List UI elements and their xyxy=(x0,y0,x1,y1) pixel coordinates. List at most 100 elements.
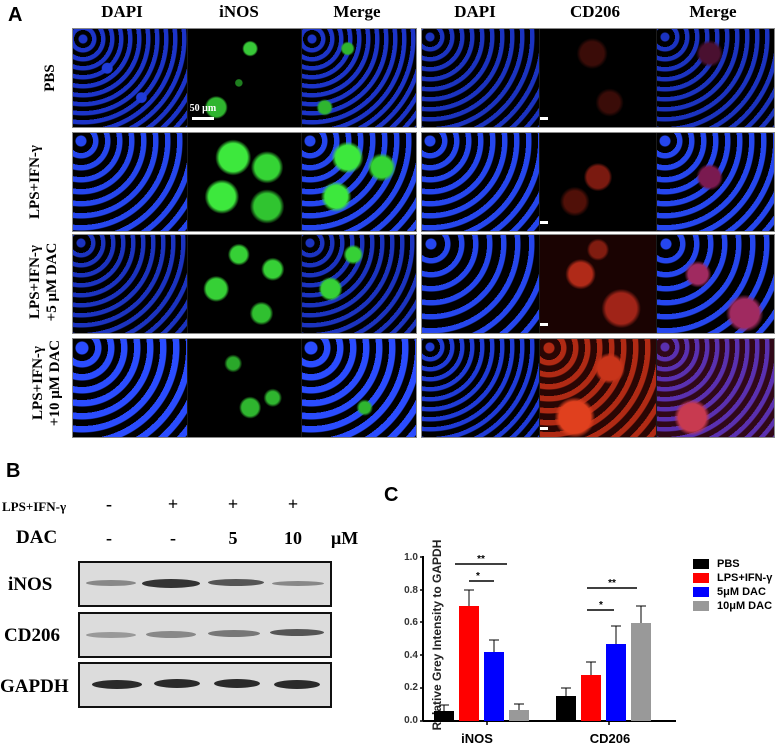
legend-item-lps: LPS+IFN-γ xyxy=(693,571,772,585)
band xyxy=(270,629,324,636)
bar-cd206-pbs xyxy=(556,696,576,721)
svg-text:**: ** xyxy=(477,554,485,565)
blot-label-gapdh: GAPDH xyxy=(0,676,69,697)
scale-bar-label: 50 μm xyxy=(189,103,217,114)
micrograph-strip-lps-inos xyxy=(72,132,417,232)
row-label-line: +5 μM DAC xyxy=(44,242,60,322)
row-label-line: LPS+IFN-γ xyxy=(30,346,46,420)
y-tick-0: 0.0 xyxy=(404,715,418,726)
bar-inos-10dac xyxy=(509,710,529,721)
band xyxy=(154,679,200,688)
bar-cd206-lps xyxy=(581,675,601,721)
svg-text:*: * xyxy=(599,600,603,611)
merge-image xyxy=(657,339,775,437)
row-label-lps-ifn-5dac: LPS+IFN-γ +5 μM DAC xyxy=(27,227,63,337)
y-tick-0-8: 0.8 xyxy=(404,585,418,596)
legend-swatch xyxy=(693,587,709,597)
row-label-line: LPS+IFN-γ xyxy=(27,245,43,319)
western-blot-inos xyxy=(78,561,332,607)
y-tick-1-0: 1.0 xyxy=(404,552,418,563)
dac-unit: μM xyxy=(331,528,359,548)
lane3-lps: + xyxy=(227,494,239,514)
treatment-label-lps: LPS+IFN-γ xyxy=(2,499,67,514)
merge-image xyxy=(302,29,417,127)
inos-image: 50 μm xyxy=(187,29,303,127)
panel-c-letter: C xyxy=(384,484,399,506)
lane4-lps: + xyxy=(287,494,299,514)
micrograph-strip-5dac-cd206 xyxy=(421,234,775,334)
col-header-inos: iNOS xyxy=(219,2,259,21)
x-label-cd206: CD206 xyxy=(589,731,631,746)
svg-text:*: * xyxy=(476,571,480,582)
band xyxy=(86,580,136,586)
scale-bar xyxy=(539,323,548,326)
dapi-image xyxy=(422,235,540,333)
scale-bar xyxy=(191,117,214,120)
row-label-line: LPS+IFN-γ xyxy=(27,145,43,219)
y-tick-0-2: 0.2 xyxy=(404,682,418,693)
bar-inos-pbs xyxy=(434,711,454,721)
row-label-lps-ifn-10dac: LPS+IFN-γ +10 μM DAC xyxy=(30,323,66,443)
merge-image xyxy=(302,235,417,333)
legend-item-pbs: PBS xyxy=(693,557,772,571)
legend-label: 5μM DAC xyxy=(717,586,766,598)
cd206-image xyxy=(539,29,658,127)
legend-swatch xyxy=(693,573,709,583)
dapi-image xyxy=(73,235,188,333)
merge-image xyxy=(302,133,417,231)
col-header-cd206: CD206 xyxy=(569,2,621,21)
western-blot-gapdh xyxy=(78,662,332,708)
lane1-lps: - xyxy=(106,494,112,514)
band xyxy=(208,630,260,637)
lane1-dac: - xyxy=(106,528,112,548)
svg-text:**: ** xyxy=(608,578,616,589)
legend-label: 10μM DAC xyxy=(717,600,773,612)
lane4-dac: 10 xyxy=(284,528,302,548)
legend-item-10dac: 10μM DAC xyxy=(693,599,772,613)
merge-image xyxy=(657,235,775,333)
band xyxy=(142,579,200,588)
blot-label-cd206: CD206 xyxy=(4,625,60,646)
row-label-line: PBS xyxy=(42,64,58,92)
legend-label: LPS+IFN-γ xyxy=(717,572,773,584)
col-header-dapi-right: DAPI xyxy=(454,2,496,21)
band xyxy=(214,679,260,688)
scale-bar xyxy=(539,117,548,120)
merge-image xyxy=(302,339,417,437)
col-header-merge-right: Merge xyxy=(689,2,737,21)
bar-cd206-5dac xyxy=(606,644,626,721)
panel-a-letter: A xyxy=(8,4,23,26)
chart-legend: PBS LPS+IFN-γ 5μM DAC 10μM DAC xyxy=(693,557,772,613)
bar-chart: *** *** xyxy=(420,554,676,725)
bar-inos-5dac xyxy=(484,652,504,721)
legend-label: PBS xyxy=(717,558,740,570)
dapi-image xyxy=(73,339,188,437)
micrograph-strip-10dac-inos xyxy=(72,338,417,438)
panel-b-letter: B xyxy=(6,460,21,482)
lane2-dac: - xyxy=(170,528,176,548)
micrograph-strip-10dac-cd206 xyxy=(421,338,775,438)
micrograph-strip-lps-cd206 xyxy=(421,132,775,232)
bar-inos-lps xyxy=(459,606,479,721)
cd206-image xyxy=(539,339,658,437)
row-label-line: +10 μM DAC xyxy=(47,339,63,427)
legend-swatch xyxy=(693,601,709,611)
col-header-merge-left: Merge xyxy=(333,2,381,21)
dapi-image xyxy=(422,133,540,231)
dapi-image xyxy=(73,133,188,231)
band xyxy=(92,680,142,689)
blot-label-inos: iNOS xyxy=(8,574,53,595)
legend-swatch xyxy=(693,559,709,569)
micrograph-strip-pbs-inos: 50 μm xyxy=(72,28,417,128)
x-label-inos: iNOS xyxy=(461,731,493,746)
band xyxy=(208,579,264,586)
legend-item-5dac: 5μM DAC xyxy=(693,585,772,599)
inos-image xyxy=(187,133,303,231)
scale-bar xyxy=(539,427,548,430)
cd206-image xyxy=(539,133,658,231)
lane3-dac: 5 xyxy=(228,528,238,548)
dapi-image xyxy=(73,29,188,127)
scale-bar xyxy=(539,221,548,224)
treatment-label-dac: DAC xyxy=(16,527,58,548)
col-header-dapi-left: DAPI xyxy=(101,2,143,21)
